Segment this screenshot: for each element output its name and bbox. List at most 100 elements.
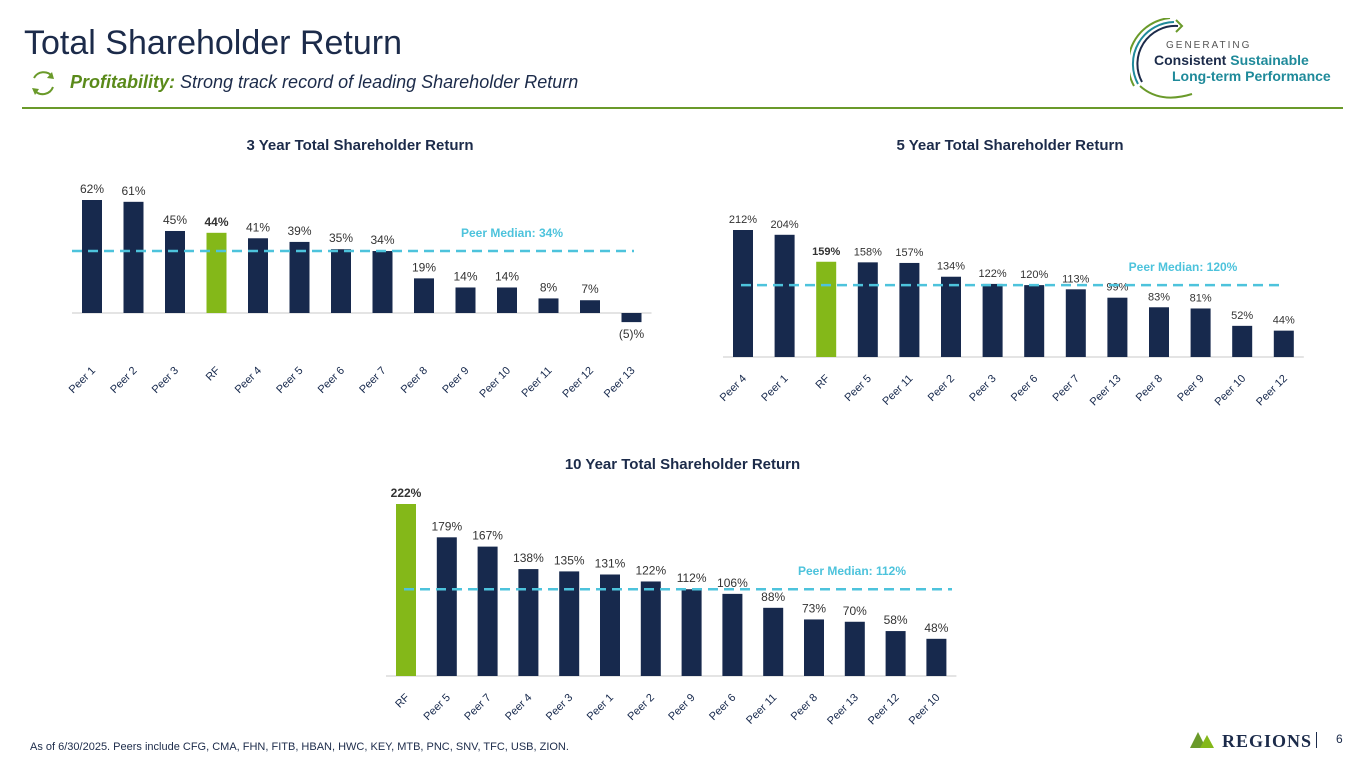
bar-peer-1: [82, 200, 102, 313]
bar-peer-6: [331, 249, 351, 313]
median-label: Peer Median: 120%: [1129, 260, 1238, 274]
category-label: Peer 11: [744, 692, 779, 727]
category-label: Peer 1: [759, 373, 790, 404]
category-label: RF: [813, 372, 832, 391]
category-label: RF: [393, 691, 412, 710]
data-label: 44%: [1273, 315, 1295, 327]
median-label: Peer Median: 112%: [798, 564, 906, 578]
bar-peer-12: [580, 300, 600, 313]
footer-separator: [1316, 732, 1317, 748]
category-label: Peer 13: [602, 365, 638, 401]
data-label: 45%: [163, 213, 187, 227]
bar-peer-3: [165, 230, 185, 313]
data-label: 35%: [329, 231, 353, 245]
data-label: 167%: [472, 529, 503, 543]
category-label: RF: [204, 364, 223, 383]
category-label: Peer 12: [866, 692, 902, 728]
bar-peer-3: [982, 283, 1003, 357]
category-label: Peer 3: [544, 692, 575, 723]
bar-peer-2: [123, 201, 144, 313]
page-title: Total Shareholder Return: [24, 24, 403, 62]
data-label: 70%: [843, 604, 867, 618]
bar-peer-11: [538, 298, 559, 313]
logo-generating: GENERATING: [1166, 40, 1252, 51]
bar-peer-4: [248, 238, 268, 313]
chart-3yr-title: 3 Year Total Shareholder Return: [246, 137, 474, 154]
bar-peer-1: [600, 574, 620, 676]
category-label: Peer 11: [519, 365, 554, 400]
category-label: Peer 2: [108, 365, 139, 396]
category-label: Peer 10: [1213, 373, 1249, 409]
data-label: 99%: [1106, 282, 1128, 294]
logo-long-term: Long-term Performance: [1172, 68, 1331, 84]
bar-peer-4: [518, 569, 539, 676]
category-label: Peer 8: [1134, 373, 1165, 404]
category-label: Peer 7: [1051, 373, 1082, 404]
logo-consistent: Consistent: [1154, 52, 1227, 68]
bar-peer-13: [621, 313, 642, 323]
median-label: Peer Median: 34%: [461, 226, 563, 240]
bar-peer-2: [640, 581, 661, 676]
category-label: Peer 13: [1088, 373, 1124, 409]
category-label: Peer 9: [666, 692, 697, 723]
bar-peer-2: [941, 276, 961, 357]
bar-peer-9: [455, 287, 476, 313]
data-label: 158%: [854, 246, 882, 258]
data-label: 179%: [431, 519, 462, 533]
bar-peer-8: [1149, 307, 1169, 357]
data-label: 14%: [453, 269, 477, 283]
data-label: 61%: [121, 184, 145, 198]
bar-peer-9: [1190, 308, 1211, 357]
chart-10yr-tsr: 222% RF 179% Peer 5 167% Peer 7 138% Peer 4 135%…: [386, 486, 957, 728]
footnote: As of 6/30/2025. Peers include CFG, CMA,…: [30, 741, 569, 753]
bar-peer-1: [774, 234, 795, 357]
category-label: Peer 12: [560, 365, 596, 401]
data-label: 73%: [802, 601, 826, 615]
bar-peer-12: [1273, 330, 1294, 357]
category-label: Peer 2: [626, 692, 657, 723]
data-label: 212%: [729, 214, 757, 226]
category-label: Peer 2: [926, 373, 957, 404]
data-label: 7%: [581, 282, 599, 296]
category-label: Peer 10: [477, 365, 513, 401]
bar-peer-13: [1107, 297, 1128, 357]
data-label: 83%: [1148, 291, 1170, 303]
category-label: Peer 9: [1175, 373, 1206, 404]
category-label: Peer 1: [585, 692, 616, 723]
data-label: 122%: [635, 563, 666, 577]
data-label: 222%: [391, 486, 422, 500]
data-label: 8%: [540, 280, 558, 294]
category-label: Peer 7: [462, 692, 493, 723]
bar-peer-7: [477, 546, 498, 676]
subtitle-text: Strong track record of leading Sharehold…: [175, 72, 579, 92]
bar-peer-3: [559, 571, 580, 676]
bar-peer-13: [844, 621, 865, 676]
data-label: 113%: [1062, 273, 1090, 285]
bar-peer-12: [885, 631, 906, 676]
data-label: 19%: [412, 260, 436, 274]
generating-consistent-logo: GENERATING Consistent Sustainable Long-t…: [1130, 18, 1345, 104]
bar-peer-9: [681, 589, 702, 676]
data-label: 204%: [771, 219, 799, 231]
data-label: 134%: [937, 261, 965, 273]
category-label: Peer 6: [707, 692, 738, 723]
data-label: 135%: [554, 553, 585, 567]
bar-rf: [206, 232, 227, 313]
data-label: 138%: [513, 551, 544, 565]
data-label: 122%: [979, 268, 1007, 280]
bar-peer-11: [763, 607, 784, 676]
page-subtitle: Profitability: Strong track record of le…: [70, 72, 578, 93]
regions-triangle-icon: [1190, 732, 1214, 748]
data-label: 41%: [246, 220, 270, 234]
bar-peer-11: [899, 262, 920, 357]
category-label: Peer 13: [825, 692, 861, 728]
category-label: Peer 7: [357, 365, 388, 396]
data-label: (5)%: [619, 327, 645, 341]
bar-peer-8: [414, 278, 434, 313]
header-divider: [22, 107, 1343, 109]
chart-3yr-tsr: 62% Peer 1 61% Peer 2 45% Peer 3 44% RF 41% Peer …: [67, 182, 652, 401]
subtitle-keyword: Profitability:: [70, 72, 176, 92]
category-label: Peer 5: [274, 365, 305, 396]
chart-5yr-title: 5 Year Total Shareholder Return: [896, 137, 1124, 154]
page-number: 6: [1336, 732, 1343, 746]
